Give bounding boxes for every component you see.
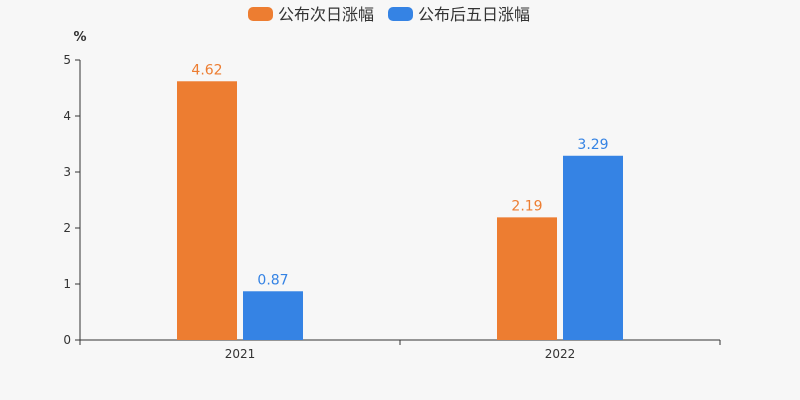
x-tick-label: 2022 bbox=[545, 347, 576, 361]
data-labels: 4.62 0.87 2.19 3.29 bbox=[191, 62, 608, 288]
bar-value-label: 2.19 bbox=[511, 198, 542, 214]
bars bbox=[177, 81, 623, 340]
y-axis-unit-label: % bbox=[73, 30, 86, 45]
x-tick-label: 2021 bbox=[225, 347, 256, 361]
bar[interactable] bbox=[497, 217, 557, 340]
y-tick-label: 3 bbox=[63, 165, 71, 179]
y-tick-label: 5 bbox=[63, 53, 71, 67]
legend-swatch[interactable] bbox=[388, 7, 413, 21]
legend-label[interactable]: 公布后五日涨幅 bbox=[418, 5, 530, 24]
y-tick-label: 1 bbox=[63, 277, 71, 291]
y-tick-label: 2 bbox=[63, 221, 71, 235]
bar[interactable] bbox=[243, 291, 303, 340]
legend-swatch[interactable] bbox=[248, 7, 273, 21]
legend: 公布次日涨幅 公布后五日涨幅 bbox=[248, 5, 530, 24]
y-tick-label: 4 bbox=[63, 109, 71, 123]
y-tick-label: 0 bbox=[63, 333, 71, 347]
bar-value-label: 4.62 bbox=[191, 62, 222, 78]
bar-value-label: 0.87 bbox=[257, 272, 288, 288]
legend-label[interactable]: 公布次日涨幅 bbox=[278, 5, 374, 24]
bar[interactable] bbox=[563, 155, 623, 340]
bar[interactable] bbox=[177, 81, 237, 340]
bar-value-label: 3.29 bbox=[577, 137, 608, 153]
